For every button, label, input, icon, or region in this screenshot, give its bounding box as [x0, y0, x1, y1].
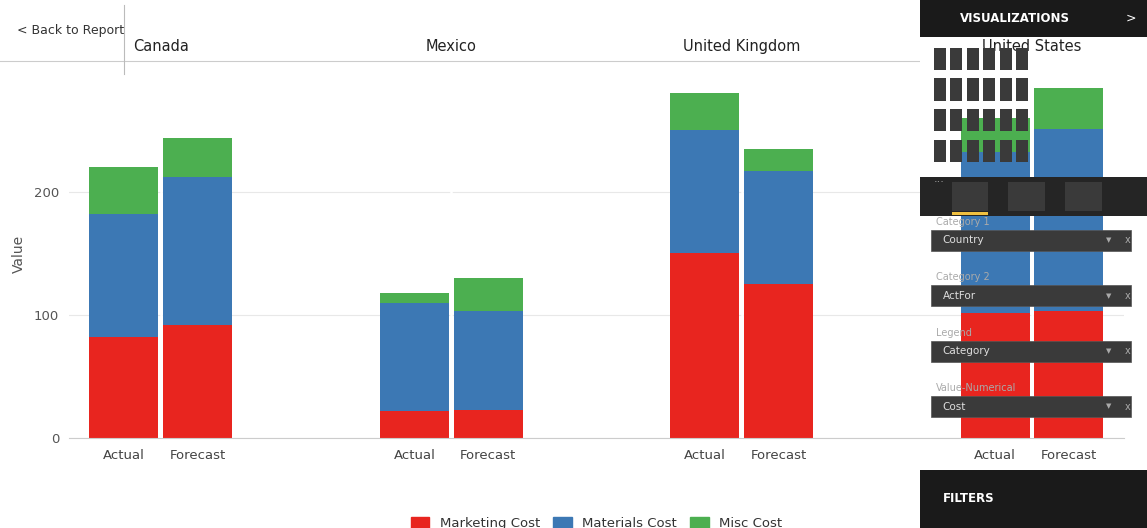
Bar	[920, 470, 1147, 528]
Bar	[89, 337, 158, 438]
Bar	[454, 278, 523, 312]
Bar	[670, 253, 739, 438]
Bar	[744, 284, 813, 438]
Bar	[931, 341, 1131, 362]
Bar	[967, 109, 978, 131]
Bar	[961, 313, 1030, 438]
Bar	[1008, 182, 1045, 211]
Bar	[1000, 79, 1012, 101]
Bar	[920, 0, 1147, 37]
Text: Category: Category	[943, 346, 990, 356]
Bar	[670, 130, 739, 253]
Y-axis label: Value: Value	[11, 234, 25, 272]
Bar	[380, 303, 448, 411]
Bar	[920, 177, 1147, 216]
Bar	[380, 411, 448, 438]
Bar	[1000, 48, 1012, 70]
Text: Cost: Cost	[943, 402, 966, 411]
Text: ▼: ▼	[1106, 403, 1111, 410]
Bar	[454, 312, 523, 410]
Bar	[950, 109, 962, 131]
Text: x: x	[1124, 291, 1130, 300]
Bar	[983, 48, 996, 70]
Bar	[670, 93, 739, 130]
Bar	[454, 410, 523, 438]
Bar	[950, 48, 962, 70]
Bar	[934, 109, 945, 131]
Bar	[89, 214, 158, 337]
Bar	[931, 230, 1131, 251]
Bar	[983, 109, 996, 131]
Bar	[1016, 79, 1029, 101]
Bar	[967, 79, 978, 101]
Bar	[934, 140, 945, 162]
Text: ▼: ▼	[1106, 293, 1111, 299]
Text: Canada: Canada	[133, 39, 189, 54]
Text: x: x	[1124, 235, 1130, 245]
Text: Country: Country	[943, 235, 984, 245]
Text: VISUALIZATIONS: VISUALIZATIONS	[960, 12, 1070, 25]
Bar	[950, 79, 962, 101]
Text: Category 2: Category 2	[936, 272, 990, 282]
Bar	[1016, 48, 1029, 70]
Bar	[967, 48, 978, 70]
Bar	[89, 167, 158, 214]
Text: Category 1: Category 1	[936, 217, 990, 227]
Text: < Back to Report: < Back to Report	[17, 24, 124, 37]
Text: x: x	[1124, 346, 1130, 356]
Bar	[983, 79, 996, 101]
Text: ...: ...	[934, 174, 945, 184]
Bar	[380, 293, 448, 303]
Bar	[1066, 182, 1101, 211]
Bar	[952, 182, 988, 211]
Bar	[1000, 140, 1012, 162]
Bar	[1016, 140, 1029, 162]
Bar	[967, 140, 978, 162]
Bar	[1016, 109, 1029, 131]
Bar	[1035, 129, 1103, 312]
Text: >: >	[1126, 12, 1137, 25]
Bar	[1000, 109, 1012, 131]
Bar	[931, 285, 1131, 306]
Text: ▼: ▼	[1106, 348, 1111, 354]
Text: FILTERS: FILTERS	[943, 493, 994, 505]
Bar	[163, 138, 232, 177]
Text: Value-Numerical: Value-Numerical	[936, 383, 1016, 393]
Text: ActFor: ActFor	[943, 291, 976, 300]
Bar	[744, 171, 813, 284]
Bar	[163, 325, 232, 438]
Bar	[931, 396, 1131, 417]
Text: United Kingdom: United Kingdom	[682, 39, 801, 54]
Legend: Marketing Cost, Materials Cost, Misc Cost: Marketing Cost, Materials Cost, Misc Cos…	[405, 511, 788, 528]
Bar	[950, 140, 962, 162]
Bar	[934, 48, 945, 70]
Bar	[1035, 88, 1103, 129]
Bar	[952, 212, 988, 215]
Text: Mexico: Mexico	[426, 39, 477, 54]
Text: ▼: ▼	[1106, 237, 1111, 243]
Bar	[983, 140, 996, 162]
Text: x: x	[1124, 402, 1130, 411]
Bar	[1035, 312, 1103, 438]
Bar	[163, 177, 232, 325]
Text: Legend: Legend	[936, 328, 972, 338]
Bar	[744, 149, 813, 171]
Bar	[961, 118, 1030, 153]
Bar	[961, 153, 1030, 313]
Text: United States: United States	[982, 39, 1082, 54]
Bar	[934, 79, 945, 101]
